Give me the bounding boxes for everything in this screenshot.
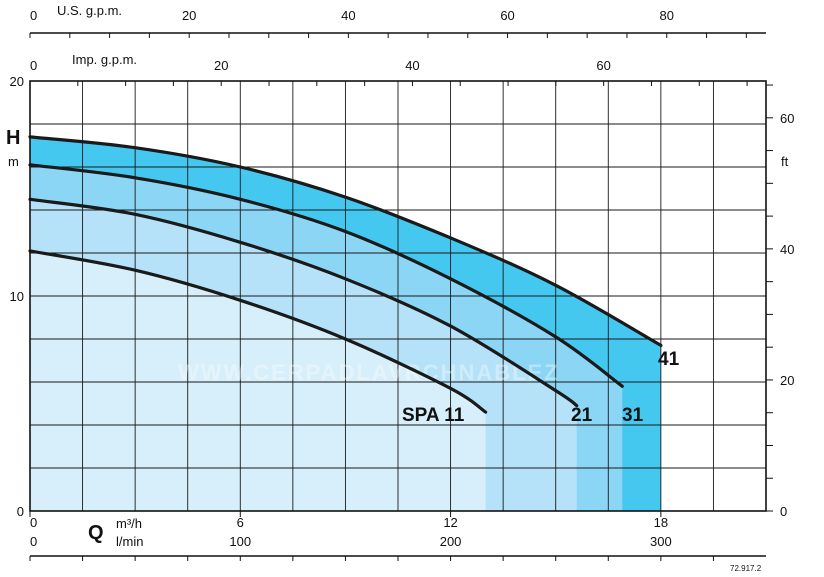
tick-label-impgpm: 60 — [596, 58, 610, 73]
tick-label-lmin: 0 — [30, 534, 37, 549]
x-unit-impgpm: Imp. g.p.m. — [72, 52, 137, 67]
curve-label-3: SPA 11 — [402, 405, 465, 426]
tick-label-qm3h: 18 — [654, 515, 668, 530]
reference-number: 72.917.2 — [730, 564, 762, 573]
x-unit-m3h: m³/h — [116, 516, 142, 531]
tick-label-qm3h: 0 — [30, 515, 37, 530]
tick-label-ft: 40 — [780, 242, 794, 257]
curve-label-1: 31 — [622, 405, 644, 426]
tick-label-ft: 60 — [780, 111, 794, 126]
curve-lines — [28, 135, 663, 414]
tick-label-ft: 20 — [780, 373, 794, 388]
tick-label-impgpm: 40 — [405, 58, 419, 73]
curve-line-3 — [28, 249, 488, 414]
area-fill-3 — [30, 250, 486, 511]
curve-line-0 — [28, 135, 663, 347]
tick-label-hm: 0 — [17, 504, 24, 519]
tick-label-hm: 10 — [10, 289, 24, 304]
plot-border — [29, 80, 767, 512]
tick-label-usgpm: 0 — [30, 8, 37, 23]
grid-lines — [30, 81, 766, 511]
tick-label-hm: 20 — [10, 74, 24, 89]
curve-line-1 — [28, 163, 624, 388]
curve-line-2 — [28, 197, 579, 408]
plot-frame — [29, 80, 767, 512]
tick-label-impgpm: 20 — [214, 58, 228, 73]
tick-label-usgpm: 60 — [500, 8, 514, 23]
x-axis-symbol: Q — [88, 522, 104, 544]
tick-label-ft: 0 — [780, 504, 787, 519]
x-unit-usgpm: U.S. g.p.m. — [57, 3, 122, 18]
tick-label-usgpm: 20 — [182, 8, 196, 23]
tick-label-usgpm: 80 — [660, 8, 674, 23]
tick-label-qm3h: 12 — [443, 515, 457, 530]
curve-labels: 41 31 21 SPA 11 — [402, 349, 680, 426]
tick-label-lmin: 100 — [229, 534, 251, 549]
curve-label-2: 21 — [571, 405, 593, 426]
curve-label-0: 41 — [658, 349, 680, 370]
x-unit-lmin: l/min — [116, 534, 143, 549]
tick-label-lmin: 300 — [650, 534, 672, 549]
watermark-text: WWW.CERPADLAVRCHNABLEZ — [178, 360, 560, 385]
tick-label-qm3h: 6 — [237, 515, 244, 530]
y-unit-ft: ft — [781, 154, 789, 169]
tick-label-lmin: 200 — [440, 534, 462, 549]
y-unit-m: m — [8, 154, 19, 169]
y-axis-symbol: H — [6, 127, 20, 149]
tick-label-usgpm: 40 — [341, 8, 355, 23]
tick-label-impgpm: 0 — [30, 58, 37, 73]
